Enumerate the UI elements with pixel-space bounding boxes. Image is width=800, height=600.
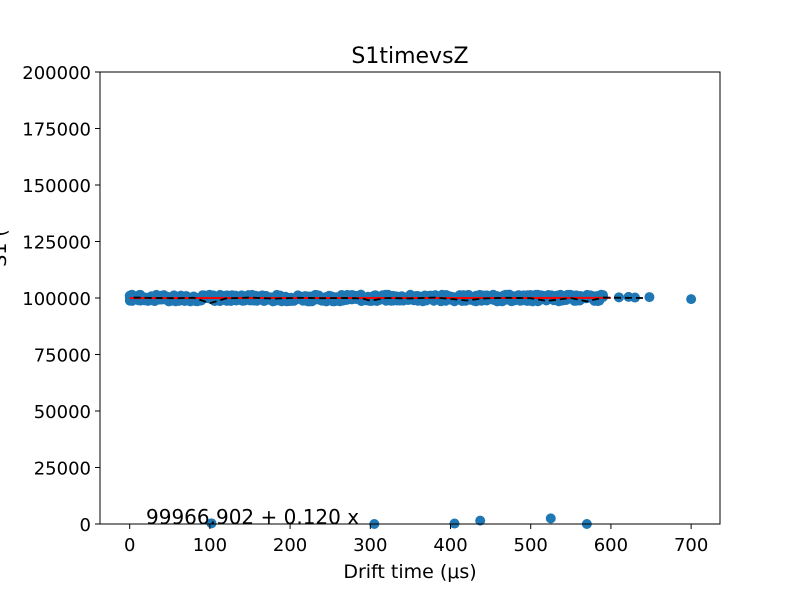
x-tick-label: 100 bbox=[193, 535, 227, 556]
plot-area bbox=[124, 289, 697, 529]
y-axis-label: S1 ( bbox=[0, 229, 11, 267]
y-tick-label: 150000 bbox=[22, 176, 91, 197]
x-tick-label: 300 bbox=[353, 535, 387, 556]
y-axis: 0 25000 50000 75000 100000 125000 150000 175000… bbox=[22, 63, 100, 536]
data-point bbox=[545, 513, 556, 524]
y-tick-label: 25000 bbox=[34, 459, 91, 480]
data-point bbox=[629, 292, 640, 303]
x-tick-label: 600 bbox=[594, 535, 628, 556]
data-point bbox=[125, 291, 136, 302]
profile-line bbox=[133, 296, 644, 305]
x-tick-label: 700 bbox=[674, 535, 708, 556]
x-axis-label: Drift time (μs) bbox=[343, 561, 476, 583]
y-tick-label: 200000 bbox=[22, 63, 91, 84]
y-tick-label: 75000 bbox=[34, 346, 91, 367]
data-point bbox=[686, 294, 697, 305]
x-tick-label: 400 bbox=[433, 535, 467, 556]
x-tick-label: 500 bbox=[514, 535, 548, 556]
x-tick-label: 200 bbox=[273, 535, 307, 556]
y-tick-label: 50000 bbox=[34, 402, 91, 423]
data-point bbox=[206, 518, 217, 529]
y-tick-label: 100000 bbox=[22, 289, 91, 310]
x-tick-label: 0 bbox=[124, 535, 135, 556]
y-tick-label: 0 bbox=[80, 515, 91, 536]
chart-title: S1timevsZ bbox=[351, 44, 468, 69]
data-point bbox=[644, 292, 655, 303]
data-point bbox=[475, 515, 486, 526]
x-axis: 0 100 200 300 400 500 600 700 bbox=[124, 524, 708, 556]
y-tick-label: 125000 bbox=[22, 233, 91, 254]
y-tick-label: 175000 bbox=[22, 120, 91, 141]
fit-equation-annotation: 99966.902 + 0.120 x bbox=[146, 505, 359, 529]
